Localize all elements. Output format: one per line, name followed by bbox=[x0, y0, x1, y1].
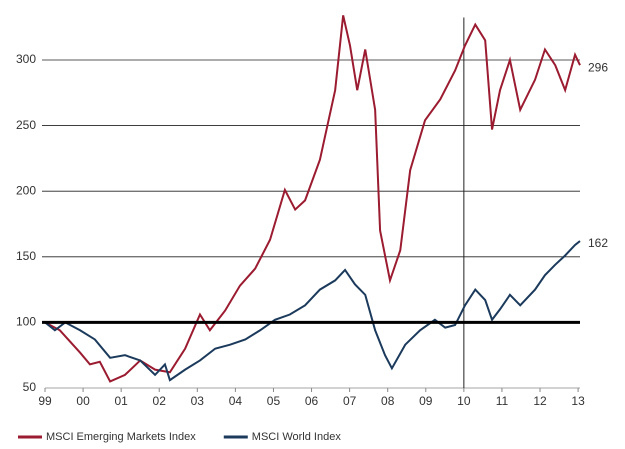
y-tick-label: 200 bbox=[16, 183, 36, 197]
x-tick-label: 12 bbox=[533, 394, 547, 408]
legend-label: MSCI Emerging Markets Index bbox=[46, 431, 196, 443]
x-tick-label: 02 bbox=[153, 394, 167, 408]
x-tick-label: 04 bbox=[229, 394, 243, 408]
x-tick-label: 00 bbox=[76, 394, 90, 408]
x-tick-label: 05 bbox=[267, 394, 281, 408]
x-tick-label: 08 bbox=[381, 394, 395, 408]
y-tick-label: 150 bbox=[16, 249, 36, 263]
x-tick-label: 13 bbox=[571, 394, 585, 408]
end-label: 162 bbox=[588, 236, 608, 250]
x-tick-label: 01 bbox=[114, 394, 128, 408]
x-tick-label: 03 bbox=[191, 394, 205, 408]
legend-label: MSCI World Index bbox=[252, 431, 342, 443]
x-tick-label: 07 bbox=[343, 394, 357, 408]
y-tick-label: 100 bbox=[16, 315, 36, 329]
x-tick-label: 99 bbox=[38, 394, 52, 408]
x-tick-label: 10 bbox=[457, 394, 471, 408]
y-tick-label: 250 bbox=[16, 118, 36, 132]
x-tick-label: 09 bbox=[419, 394, 433, 408]
y-tick-label: 50 bbox=[23, 380, 37, 394]
line-series bbox=[44, 15, 581, 383]
end-label: 296 bbox=[588, 60, 608, 74]
x-tick-label: 06 bbox=[305, 394, 319, 408]
x-tick-label: 11 bbox=[496, 394, 509, 408]
y-tick-label: 300 bbox=[16, 52, 36, 66]
line-series bbox=[44, 240, 581, 382]
